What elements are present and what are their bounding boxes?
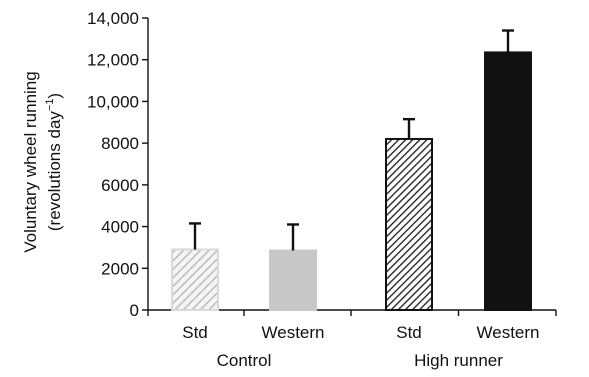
y-axis-title-line2: (revolutions day−1) xyxy=(44,93,64,231)
error-bars xyxy=(189,29,514,251)
y-axis-title-line1: Voluntary wheel running xyxy=(21,71,40,252)
y-tick-label: 4000 xyxy=(101,218,139,237)
y-tick-label: 6000 xyxy=(101,176,139,195)
y-axis: 0 2000 4000 6000 8000 10,000 12,000 14,000 xyxy=(87,9,149,320)
y-axis-unit-close: ) xyxy=(45,93,64,99)
group-label: High runner xyxy=(414,351,503,370)
y-axis-title: Voluntary wheel running (revolutions day… xyxy=(21,71,64,252)
y-axis-unit-exponent: −1 xyxy=(44,99,56,112)
bar-2 xyxy=(269,249,317,311)
category-label: Western xyxy=(262,323,325,342)
bar-1 xyxy=(171,248,219,311)
error-bar-2 xyxy=(287,223,299,251)
error-bar-3 xyxy=(403,117,415,139)
category-labels: Std Western Std Western xyxy=(182,323,539,342)
group-label: Control xyxy=(217,351,272,370)
category-label: Std xyxy=(396,323,422,342)
group-labels: Control High runner xyxy=(217,351,504,370)
y-tick-label: 0 xyxy=(130,301,139,320)
y-axis-unit: (revolutions day xyxy=(45,111,64,232)
y-tick-label: 8000 xyxy=(101,134,139,153)
y-tick-label: 2000 xyxy=(101,259,139,278)
y-tick-label: 10,000 xyxy=(87,92,139,111)
category-label: Std xyxy=(182,323,208,342)
category-label: Western xyxy=(477,323,540,342)
y-tick-label: 14,000 xyxy=(87,9,139,28)
bar-3 xyxy=(385,137,433,311)
error-bar-4 xyxy=(502,29,514,53)
bars xyxy=(171,51,532,312)
bar-4 xyxy=(484,51,532,312)
y-tick-label: 12,000 xyxy=(87,51,139,70)
error-bar-1 xyxy=(189,222,201,250)
